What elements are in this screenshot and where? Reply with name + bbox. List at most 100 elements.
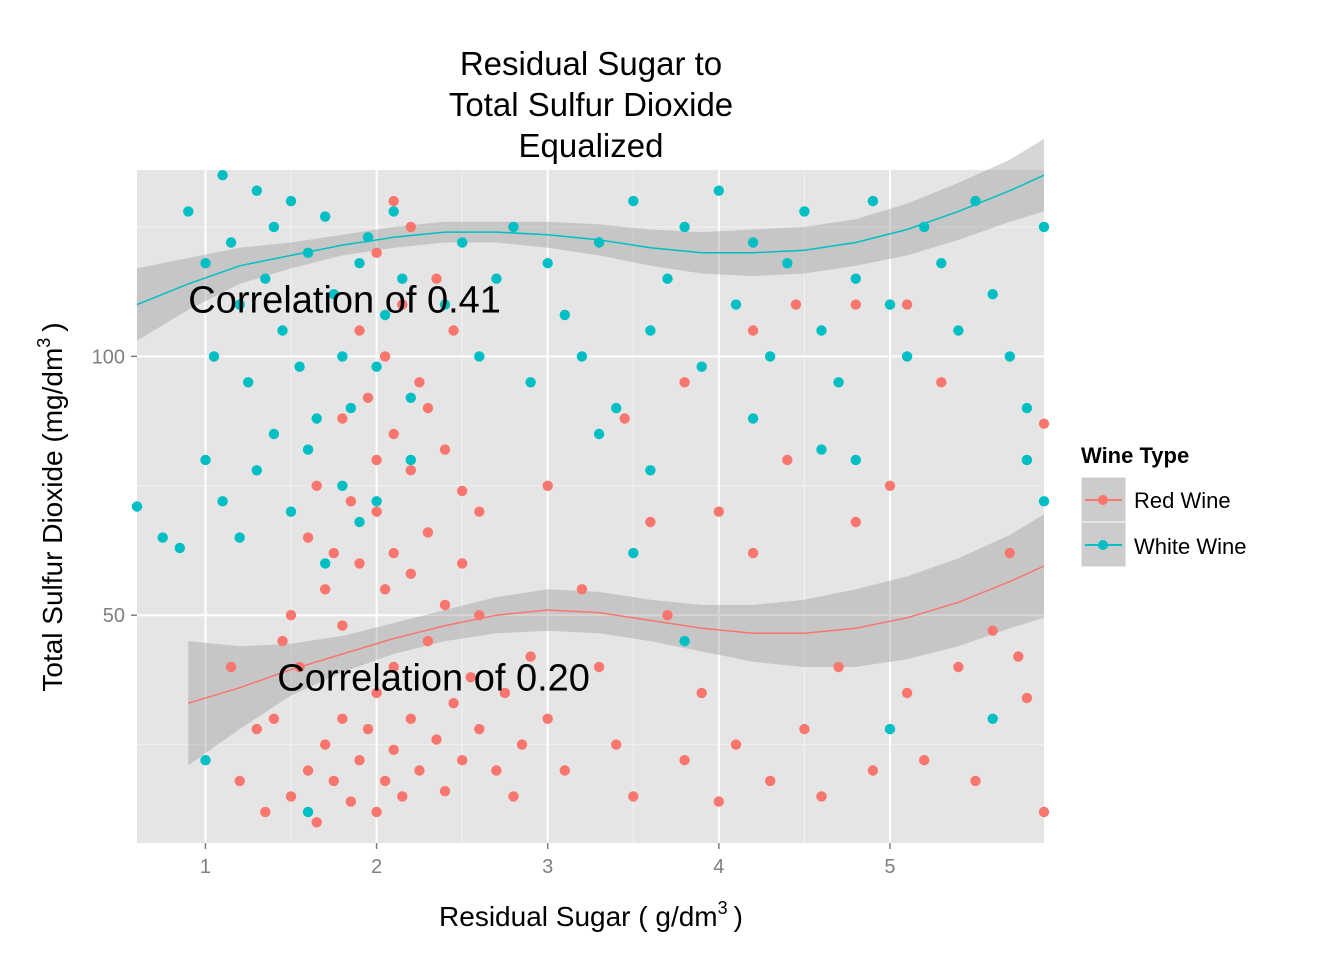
data-point	[508, 221, 519, 233]
data-point	[559, 309, 570, 321]
data-point	[679, 755, 690, 766]
data-point	[414, 765, 425, 776]
data-point	[422, 527, 434, 538]
legend-key-white-wine	[1080, 521, 1127, 568]
data-point	[157, 532, 168, 543]
data-point	[217, 496, 228, 507]
data-point	[439, 599, 451, 611]
smooth-ribbons	[137, 138, 1045, 766]
data-point	[405, 454, 416, 466]
y-axis-ticks: 50 100	[92, 346, 137, 627]
data-point	[645, 465, 656, 476]
data-point	[302, 444, 314, 455]
data-point	[542, 713, 553, 724]
data-point	[628, 547, 639, 559]
data-point	[799, 723, 810, 735]
data-point	[850, 516, 861, 528]
data-point	[953, 661, 964, 673]
data-point	[901, 687, 913, 699]
data-point	[388, 661, 399, 673]
data-point	[593, 428, 605, 440]
x-axis-title-close: )	[734, 901, 743, 932]
data-point	[217, 170, 228, 181]
data-point	[516, 739, 528, 750]
data-point	[200, 454, 211, 466]
x-tick-label: 5	[884, 856, 895, 878]
data-point	[234, 775, 245, 787]
data-point	[337, 413, 348, 424]
smooth-lines	[136, 174, 1045, 704]
data-point	[354, 325, 365, 336]
data-point	[320, 584, 331, 595]
data-point	[662, 273, 673, 284]
data-point	[251, 185, 262, 196]
data-point	[302, 532, 314, 543]
data-point	[799, 206, 810, 217]
x-axis-title-unit: dm	[679, 901, 718, 932]
chart-title-line-1: Residual Sugar to	[460, 45, 722, 82]
legend-label-red-wine: Red Wine	[1134, 488, 1231, 513]
data-point	[457, 485, 468, 497]
data-point	[491, 273, 502, 284]
data-point	[405, 465, 416, 476]
data-point	[285, 195, 297, 207]
data-point	[362, 392, 374, 403]
legend: Wine Type Red Wine White Wine	[1080, 443, 1246, 568]
data-point	[388, 195, 399, 207]
data-point	[379, 351, 391, 362]
data-point	[285, 506, 297, 517]
data-point	[320, 739, 331, 750]
data-point	[405, 392, 416, 403]
data-point	[696, 687, 707, 699]
data-point	[765, 775, 776, 787]
data-point	[679, 377, 690, 388]
x-axis-title-slash: /	[671, 901, 679, 932]
data-point	[251, 465, 262, 476]
data-point	[328, 775, 339, 787]
data-point	[936, 258, 947, 269]
data-point	[576, 351, 588, 362]
data-point	[542, 258, 553, 269]
x-tick-label: 3	[542, 856, 553, 878]
data-point	[268, 428, 280, 440]
data-point	[405, 713, 416, 724]
legend-key-red-wine	[1080, 476, 1127, 523]
data-point	[525, 377, 536, 388]
data-point	[747, 237, 759, 248]
data-point	[225, 661, 237, 673]
data-point	[302, 765, 314, 776]
smooth-line	[136, 174, 1045, 306]
y-axis-title: Total Sulfur Dioxide (mg/dm3)	[34, 322, 68, 691]
data-point	[1021, 454, 1033, 466]
data-point	[371, 496, 382, 507]
data-point	[345, 402, 357, 414]
data-point	[679, 221, 690, 233]
data-point	[611, 402, 622, 414]
data-point	[277, 325, 288, 336]
data-point	[371, 454, 382, 466]
data-point	[867, 195, 879, 207]
data-point	[559, 765, 570, 776]
data-point	[268, 221, 280, 233]
data-point	[790, 299, 802, 310]
data-point	[320, 558, 331, 569]
data-point	[1004, 351, 1015, 362]
data-point	[1038, 221, 1050, 233]
data-point	[379, 309, 391, 321]
data-point	[311, 817, 322, 828]
data-point	[747, 547, 759, 559]
data-point	[388, 206, 399, 217]
data-point	[1038, 418, 1050, 429]
data-point	[901, 299, 913, 310]
data-point	[474, 506, 485, 517]
data-point	[576, 584, 588, 595]
data-point	[645, 325, 656, 336]
data-point	[311, 413, 322, 424]
data-point	[457, 237, 468, 248]
data-point	[448, 698, 459, 709]
legend-title: Wine Type	[1081, 443, 1189, 468]
data-point	[1038, 496, 1050, 507]
data-point	[200, 755, 211, 766]
data-point	[850, 273, 861, 284]
